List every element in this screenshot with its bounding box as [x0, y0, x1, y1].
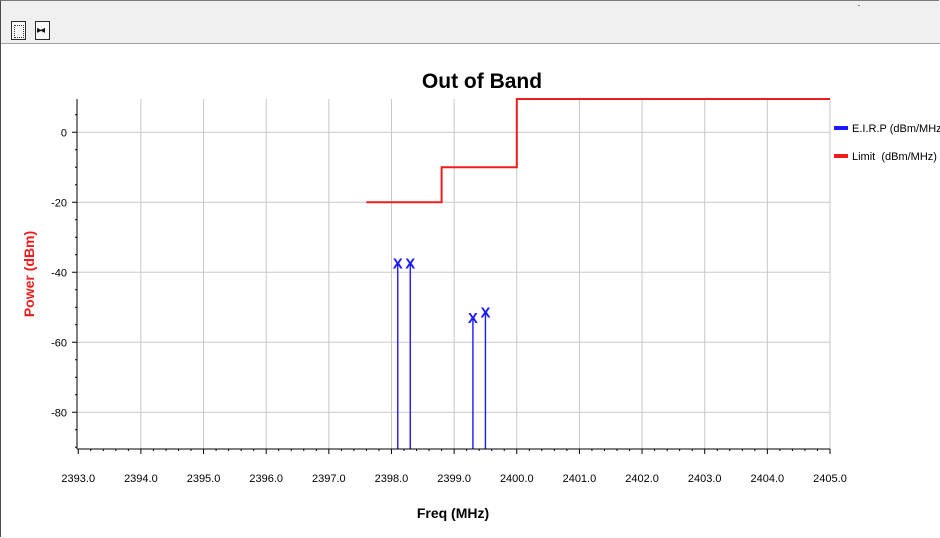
x-tick-label: 2405.0 [813, 473, 847, 485]
legend-label-limit: Limit (dBm/MHz) [852, 151, 937, 163]
x-tick-label: 2394.0 [124, 473, 158, 485]
legend-swatch-limit [834, 154, 848, 158]
x-tick-label: 2395.0 [187, 473, 221, 485]
legend-swatch-eirp [834, 126, 848, 130]
x-tick-labels: 2393.0 2394.0 2395.0 2396.0 2397.0 2398.0 2399… [61, 473, 846, 485]
y-axis-label: Power (dBm) [21, 231, 37, 317]
window-corner-mark [858, 5, 860, 6]
x-tick-label: 2404.0 [751, 473, 785, 485]
x-axis-label: Freq (MHz) [417, 505, 489, 521]
x-tick-label: 2393.0 [61, 473, 95, 485]
x-tick-label: 2402.0 [625, 473, 659, 485]
chart-title: Out of Band [422, 70, 542, 93]
x-tick-label: 2401.0 [563, 473, 597, 485]
axes [72, 99, 831, 454]
y-tick-label: -60 [51, 337, 67, 349]
chart-toolbar: ▸◂ [1, 1, 940, 44]
limit-step-line [366, 98, 830, 204]
eirp-marker-3: X [468, 310, 478, 327]
legend-label-eirp: E.I.R.P (dBm/MHz) [852, 123, 940, 135]
limit-series [366, 98, 830, 204]
y-tick-label: -40 [51, 267, 67, 279]
pan-tool-button[interactable]: ▸◂ [35, 21, 50, 40]
y-tick-label: 0 [61, 127, 67, 139]
x-tick-label: 2396.0 [249, 473, 283, 485]
eirp-series: X XX X [393, 256, 490, 449]
y-tick-label: -20 [51, 197, 67, 209]
eirp-marker-2: X [405, 256, 415, 273]
grid-lines [77, 99, 831, 449]
x-tick-label: 2400.0 [500, 473, 534, 485]
plot-area [77, 99, 830, 449]
x-tick-label: 2403.0 [688, 473, 722, 485]
legend: E.I.R.P (dBm/MHz) Limit (dBm/MHz) [834, 123, 940, 163]
x-tick-label: 2397.0 [312, 473, 346, 485]
y-tick-label: -80 [51, 407, 67, 419]
y-tick-labels: 0 -20 -40 -60 -80 [51, 127, 67, 419]
eirp-marker-4: X [480, 305, 490, 322]
pan-arrows-icon: ▸◂ [37, 25, 45, 36]
x-tick-label: 2398.0 [375, 473, 409, 485]
x-tick-label: 2399.0 [437, 473, 471, 485]
select-tool-button[interactable] [11, 21, 26, 40]
eirp-marker-1: X [393, 256, 403, 273]
